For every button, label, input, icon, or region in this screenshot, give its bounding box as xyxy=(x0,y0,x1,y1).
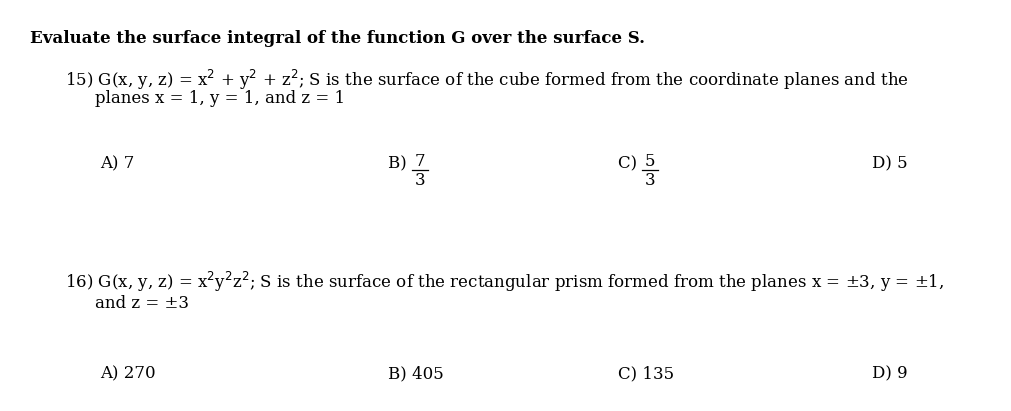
Text: B): B) xyxy=(388,155,412,172)
Text: A) 7: A) 7 xyxy=(100,155,134,172)
Text: A) 270: A) 270 xyxy=(100,365,156,382)
Text: 3: 3 xyxy=(415,172,426,189)
Text: Evaluate the surface integral of the function G over the surface S.: Evaluate the surface integral of the fun… xyxy=(30,30,645,47)
Text: 15) G(x, y, z) = x$^2$ + y$^2$ + z$^2$; S is the surface of the cube formed from: 15) G(x, y, z) = x$^2$ + y$^2$ + z$^2$; … xyxy=(65,68,909,92)
Text: 16) G(x, y, z) = x$^2$y$^2$z$^2$; S is the surface of the rectangular prism form: 16) G(x, y, z) = x$^2$y$^2$z$^2$; S is t… xyxy=(65,270,944,294)
Text: D) 5: D) 5 xyxy=(872,155,908,172)
Text: C) 135: C) 135 xyxy=(618,365,674,382)
Text: 3: 3 xyxy=(645,172,655,189)
Text: C): C) xyxy=(618,155,642,172)
Text: and z = ±3: and z = ±3 xyxy=(95,295,189,312)
Text: 7: 7 xyxy=(415,153,426,170)
Text: B) 405: B) 405 xyxy=(388,365,444,382)
Text: planes x = 1, y = 1, and z = 1: planes x = 1, y = 1, and z = 1 xyxy=(95,90,345,107)
Text: 5: 5 xyxy=(645,153,655,170)
Text: D) 9: D) 9 xyxy=(872,365,908,382)
